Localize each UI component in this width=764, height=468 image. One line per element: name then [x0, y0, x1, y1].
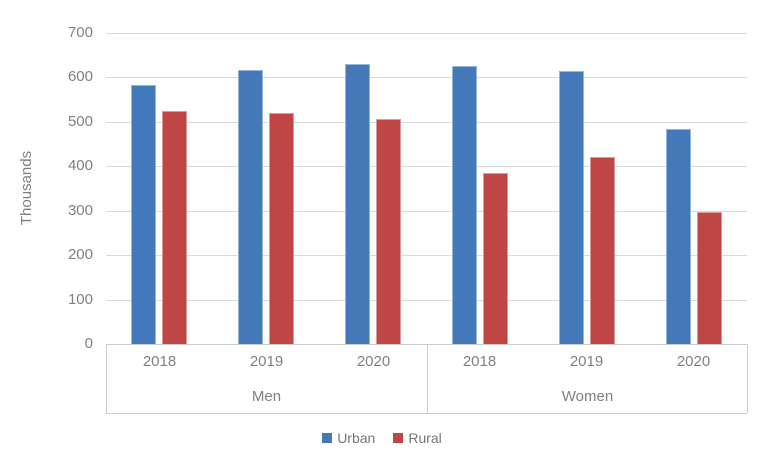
bar-urban-men-2018	[131, 85, 156, 344]
legend-swatch-urban	[322, 433, 333, 443]
bar-urban-women-2020	[666, 129, 691, 344]
bar-rural-men-2018	[162, 111, 187, 344]
y-axis-title: Thousands	[18, 150, 35, 226]
bar-rural-women-2020	[697, 212, 722, 344]
bar-urban-women-2018	[452, 66, 477, 344]
category-label-men-2018: 2018	[142, 353, 177, 370]
category-label-women-2019: 2019	[569, 353, 604, 370]
y-tick-label-500: 500	[67, 113, 93, 130]
y-tick-label-600: 600	[67, 68, 93, 85]
y-tick-label-200: 200	[67, 246, 93, 263]
bar-urban-women-2019	[559, 71, 584, 344]
group-label-women: Women	[561, 388, 614, 405]
y-tick-label-0: 0	[84, 335, 93, 352]
gridline-400	[106, 166, 747, 167]
legend-item-urban: Urban	[322, 430, 375, 446]
category-band-separator-1	[427, 344, 428, 413]
group-label-men: Men	[251, 388, 282, 405]
category-band-separator-0	[106, 344, 107, 413]
bar-rural-women-2018	[483, 173, 508, 344]
gridline-200	[106, 255, 747, 256]
gridline-100	[106, 300, 747, 301]
category-band-bottom-line	[106, 413, 747, 414]
x-axis-line	[106, 344, 747, 345]
y-tick-label-400: 400	[67, 157, 93, 174]
bar-rural-men-2019	[269, 113, 294, 344]
bar-rural-women-2019	[590, 157, 615, 344]
bar-urban-men-2019	[238, 70, 263, 344]
y-tick-label-300: 300	[67, 202, 93, 219]
bar-rural-men-2020	[376, 119, 401, 344]
category-band-separator-2	[747, 344, 748, 413]
legend-swatch-rural	[393, 433, 404, 443]
gridline-300	[106, 211, 747, 212]
gridline-700	[106, 33, 747, 34]
legend-label-urban: Urban	[337, 430, 376, 446]
y-tick-label-700: 700	[67, 24, 93, 41]
legend-item-rural: Rural	[393, 430, 442, 446]
bar-urban-men-2020	[345, 64, 370, 344]
gridline-500	[106, 122, 747, 123]
category-label-women-2018: 2018	[462, 353, 497, 370]
category-label-men-2020: 2020	[356, 353, 391, 370]
category-label-men-2019: 2019	[249, 353, 284, 370]
legend: Urban Rural	[0, 428, 764, 448]
legend-label-rural: Rural	[408, 430, 442, 446]
gridline-600	[106, 77, 747, 78]
y-tick-label-100: 100	[67, 291, 93, 308]
category-label-women-2020: 2020	[676, 353, 711, 370]
